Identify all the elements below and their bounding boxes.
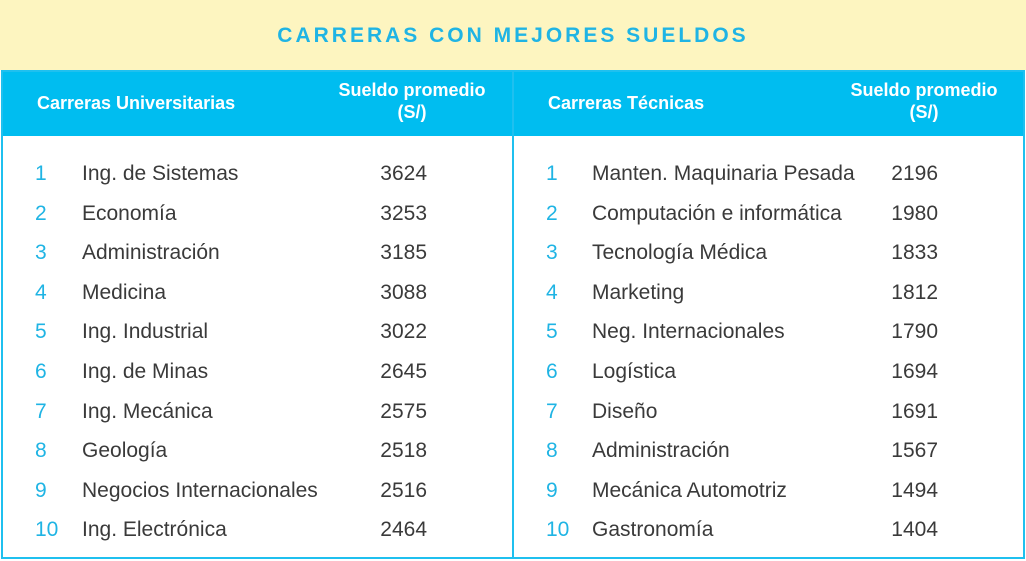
table-row: 7 Diseño 1691	[514, 394, 1023, 434]
table-row: 2 Computación e informática 1980	[514, 196, 1023, 236]
table-row: 6 Logística 1694	[514, 354, 1023, 394]
career-name: Manten. Maquinaria Pesada	[592, 162, 855, 185]
rank-number: 4	[35, 280, 47, 304]
rank-number: 8	[35, 439, 47, 463]
table-row: 4 Marketing 1812	[514, 275, 1023, 315]
salary-value: 1833	[891, 241, 938, 265]
career-name: Ing. de Sistemas	[82, 162, 239, 185]
salary-value: 1494	[891, 478, 938, 502]
rank-number: 6	[546, 359, 558, 383]
table-row: 4 Medicina 3088	[3, 275, 512, 315]
table-row: 8 Geología 2518	[3, 433, 512, 473]
rank-number: 5	[546, 320, 558, 344]
technical-careers-panel: Carreras Técnicas Sueldo promedio (S/) 1…	[514, 72, 1023, 557]
rank-number: 6	[35, 359, 47, 383]
rank-number: 7	[546, 399, 558, 423]
salary-value: 3185	[380, 241, 427, 265]
salary-value: 2464	[380, 518, 427, 542]
career-name: Diseño	[592, 399, 658, 423]
salary-value: 3088	[380, 280, 427, 304]
salary-header-line1: Sueldo promedio	[850, 80, 998, 100]
table-row: 9 Negocios Internacionales 2516	[3, 473, 512, 513]
salary-table: Carreras Universitarias Sueldo promedio …	[1, 70, 1025, 559]
career-name: Ing. Mecánica	[82, 399, 213, 423]
salary-header-line1: Sueldo promedio	[338, 80, 486, 100]
career-name: Ing. Industrial	[82, 320, 209, 344]
title-banner: CARRERAS CON MEJORES SUELDOS	[0, 0, 1026, 70]
career-name: Negocios Internacionales	[82, 478, 318, 502]
table-row: 1 Manten. Maquinaria Pesada 2196	[514, 156, 1023, 196]
career-name: Computación e informática	[592, 201, 842, 225]
salary-value: 1404	[891, 518, 938, 542]
table-row: 5 Neg. Internacionales 1790	[514, 314, 1023, 354]
technical-column-title: Carreras Técnicas	[548, 93, 705, 113]
rank-number: 10	[546, 518, 570, 542]
rank-number: 1	[546, 162, 558, 185]
career-name: Administración	[82, 241, 220, 265]
salary-value: 1567	[891, 439, 938, 463]
career-name: Gastronomía	[592, 518, 714, 542]
salary-value: 2575	[380, 399, 427, 423]
career-name: Geología	[82, 439, 168, 463]
table-row: 3 Administración 3185	[3, 235, 512, 275]
table-row: 8 Administración 1567	[514, 433, 1023, 473]
university-salary-header: Sueldo promedio (S/)	[327, 79, 497, 123]
table-row: 10 Gastronomía 1404	[514, 512, 1023, 552]
salary-value: 2645	[380, 359, 427, 383]
table-row: 5 Ing. Industrial 3022	[3, 314, 512, 354]
rank-number: 9	[35, 478, 47, 502]
table-row: 10 Ing. Electrónica 2464	[3, 512, 512, 552]
university-careers-panel: Carreras Universitarias Sueldo promedio …	[3, 72, 514, 557]
career-name: Tecnología Médica	[592, 241, 768, 265]
rank-number: 5	[35, 320, 47, 344]
career-name: Neg. Internacionales	[592, 320, 785, 344]
career-name: Economía	[82, 201, 177, 225]
rank-number: 1	[35, 162, 47, 185]
table-row: 6 Ing. de Minas 2645	[3, 354, 512, 394]
salary-value: 1980	[891, 201, 938, 225]
technical-salary-header: Sueldo promedio (S/)	[839, 79, 1009, 123]
university-header: Carreras Universitarias Sueldo promedio …	[3, 72, 512, 136]
salary-value: 3624	[380, 162, 427, 185]
university-column-title: Carreras Universitarias	[37, 93, 236, 113]
career-name: Logística	[592, 359, 677, 383]
salary-value: 1790	[891, 320, 938, 344]
table-row: 1 Ing. de Sistemas 3624	[3, 156, 512, 196]
career-name: Medicina	[82, 280, 167, 304]
technical-rows: 1 Manten. Maquinaria Pesada 2196 2 Computaci…	[514, 136, 1023, 552]
table-row: 3 Tecnología Médica 1833	[514, 235, 1023, 275]
rank-number: 4	[546, 280, 558, 304]
career-name: Administración	[592, 439, 730, 463]
university-rows: 1 Ing. de Sistemas 3624 2 Economía 3253 3 Admin…	[3, 136, 512, 552]
rank-number: 3	[546, 241, 558, 265]
career-name: Mecánica Automotriz	[592, 478, 787, 502]
rank-number: 2	[546, 201, 558, 225]
salary-value: 1691	[891, 399, 938, 423]
technical-header: Carreras Técnicas Sueldo promedio (S/)	[514, 72, 1023, 136]
rank-number: 7	[35, 399, 47, 423]
salary-value: 2516	[380, 478, 427, 502]
table-row: 2 Economía 3253	[3, 196, 512, 236]
salary-value: 3022	[380, 320, 427, 344]
career-name: Ing. Electrónica	[82, 518, 227, 542]
salary-value: 2196	[891, 162, 938, 185]
rank-number: 8	[546, 439, 558, 463]
rank-number: 2	[35, 201, 47, 225]
career-name: Ing. de Minas	[82, 359, 209, 383]
career-name: Marketing	[592, 280, 685, 304]
rank-number: 3	[35, 241, 47, 265]
salary-value: 3253	[380, 201, 427, 225]
salary-value: 2518	[380, 439, 427, 463]
rank-number: 10	[35, 518, 59, 542]
salary-value: 1812	[891, 280, 938, 304]
salary-value: 1694	[891, 359, 938, 383]
table-row: 9 Mecánica Automotriz 1494	[514, 473, 1023, 513]
table-row: 7 Ing. Mecánica 2575	[3, 394, 512, 434]
page-title: CARRERAS CON MEJORES SUELDOS	[277, 24, 749, 47]
rank-number: 9	[546, 478, 558, 502]
salary-header-line2: (S/)	[397, 102, 427, 122]
salary-header-line2: (S/)	[909, 102, 939, 122]
